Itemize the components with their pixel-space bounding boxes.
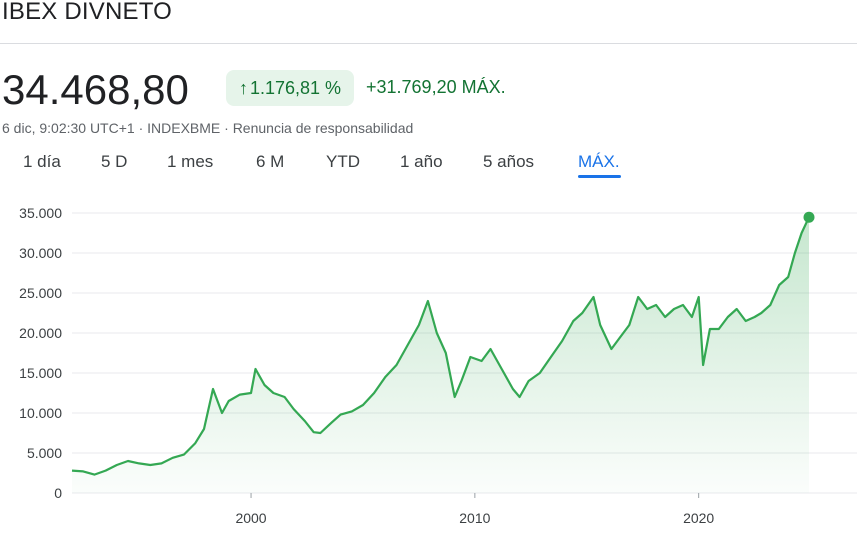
y-tick-label: 25.000 <box>19 285 62 301</box>
last-point-marker <box>803 211 815 223</box>
x-tick-label: 2020 <box>683 510 714 526</box>
tab-1-month[interactable]: 1 mes <box>167 152 214 171</box>
y-tick-label: 5.000 <box>27 445 62 461</box>
series-line <box>71 216 810 476</box>
y-tick-label: 30.000 <box>19 245 62 261</box>
price-chart[interactable]: 0 5.000 10.000 15.000 20.000 25.000 30.000 35.0… <box>0 195 857 535</box>
tab-ytd[interactable]: YTD <box>326 152 360 171</box>
change-absolute: +31.769,20 MÁX. <box>366 77 506 97</box>
tab-5-years[interactable]: 5 años <box>483 152 535 171</box>
tab-1-day[interactable]: 1 día <box>23 152 61 171</box>
y-tick-label: 35.000 <box>19 205 62 221</box>
y-tick-label: 10.000 <box>19 405 62 421</box>
tab-max[interactable]: MÁX. <box>578 152 620 171</box>
header-divider <box>0 43 857 44</box>
quote-meta: 6 dic, 9:02:30 UTC+1 · INDEXBME · Renunc… <box>2 120 414 136</box>
x-tick-label: 2010 <box>459 510 490 526</box>
range-tabs: 1 día 5 D 1 mes 6 M YTD 1 año 5 años MÁX… <box>0 152 700 182</box>
y-tick-label: 20.000 <box>19 325 62 341</box>
tab-6-months[interactable]: 6 M <box>256 152 285 171</box>
change-percent-badge: ↑ 1.176,81 % <box>226 70 354 106</box>
x-tick-label: 2000 <box>235 510 266 526</box>
active-tab-indicator <box>578 175 621 178</box>
arrow-up-icon: ↑ <box>238 78 248 98</box>
tab-5-days[interactable]: 5 D <box>101 152 128 171</box>
y-tick-label: 0 <box>54 485 62 501</box>
page-title: IBEX DIVNETO <box>2 0 173 25</box>
change-percent-value: 1.176,81 % <box>249 78 342 98</box>
series-area <box>72 217 809 493</box>
current-price: 34.468,80 <box>2 66 189 113</box>
tab-1-year[interactable]: 1 año <box>400 152 443 171</box>
y-tick-label: 15.000 <box>19 365 62 381</box>
